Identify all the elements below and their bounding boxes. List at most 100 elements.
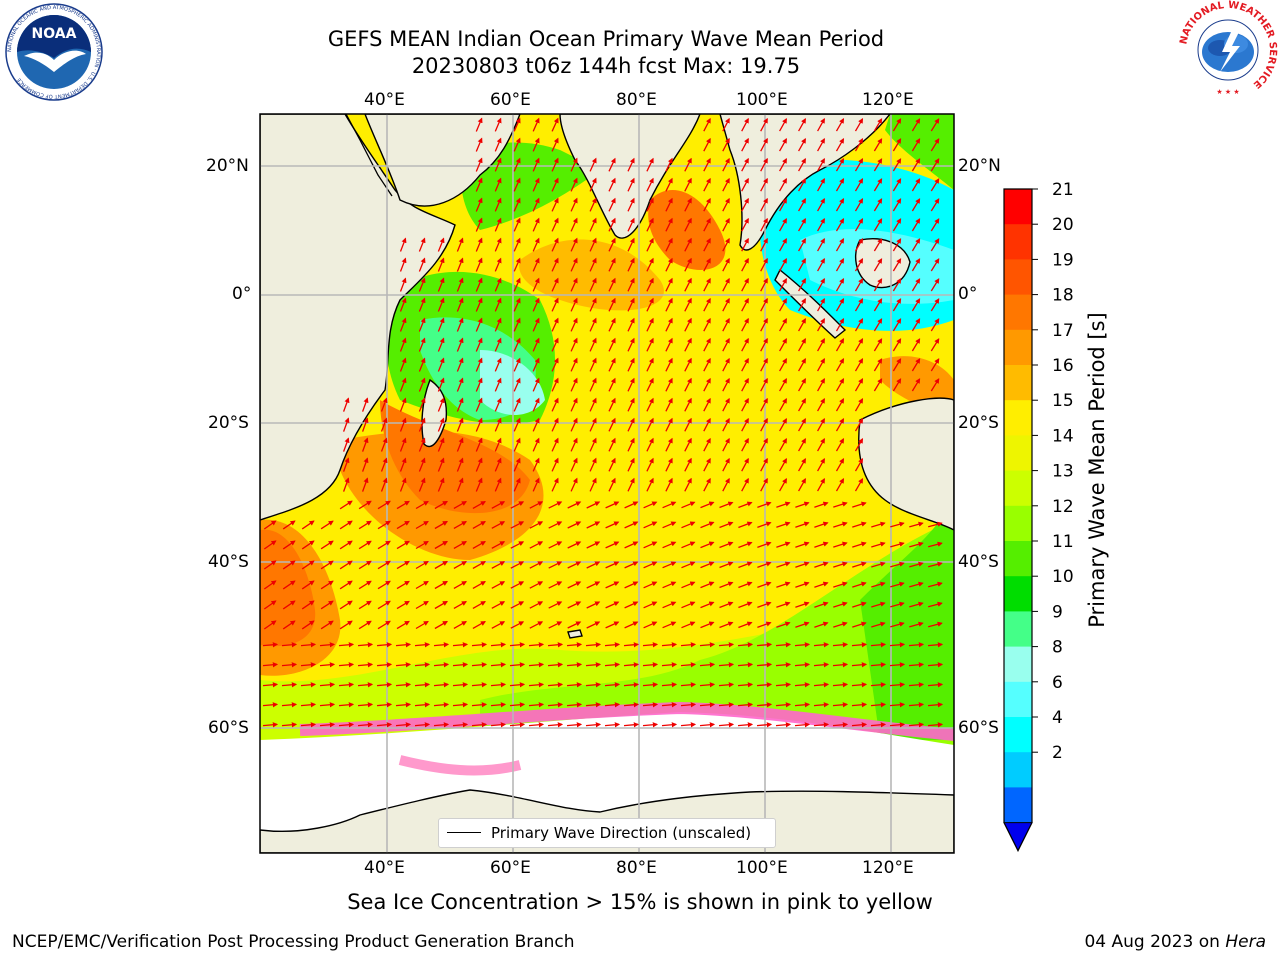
wave-arrow [646, 357, 654, 372]
wave-arrow [513, 237, 521, 252]
wave-arrow [661, 682, 678, 688]
wave-arrow [776, 601, 791, 608]
wave-arrow [342, 437, 350, 452]
wave-arrow [399, 457, 407, 472]
wave-arrow [456, 477, 464, 492]
wave-arrow [722, 197, 730, 212]
wave-arrow [301, 540, 315, 550]
wave-arrow [604, 682, 621, 688]
wave-arrow [719, 561, 734, 569]
wave-arrow [494, 317, 502, 332]
wave-arrow [608, 197, 616, 212]
wave-arrow [551, 137, 559, 152]
wave-arrow [646, 277, 654, 292]
wave-arrow [684, 177, 692, 192]
wave-arrow [433, 722, 450, 728]
wave-arrow [775, 642, 792, 648]
wave-arrow [395, 682, 412, 688]
wave-arrow [570, 157, 578, 172]
wave-arrow [760, 397, 768, 412]
wave-arrow [928, 621, 943, 628]
wave-arrow [377, 540, 391, 550]
wave-arrow [737, 722, 754, 728]
wave-arrow [361, 417, 369, 432]
wave-arrow [624, 541, 639, 549]
wave-arrow [833, 561, 848, 568]
wave-arrow [813, 702, 830, 708]
wave-arrow [570, 337, 578, 352]
wave-arrow [662, 601, 677, 609]
wave-arrow [513, 277, 521, 292]
wave-arrow [722, 457, 730, 472]
wave-arrow [835, 137, 845, 152]
wave-arrow [665, 197, 673, 212]
wave-arrow [532, 137, 540, 152]
wave-arrow [760, 237, 768, 252]
wave-arrow [475, 157, 483, 172]
wave-arrow [665, 237, 673, 252]
wave-arrow [551, 417, 559, 432]
wave-arrow [703, 217, 711, 232]
wave-arrow [813, 662, 830, 668]
wave-arrow [281, 702, 298, 708]
lon-label-bottom-80e: 80°E [616, 858, 657, 878]
wave-arrow [646, 377, 654, 392]
wave-arrow [395, 702, 412, 708]
wave-arrow [779, 257, 787, 272]
wave-arrow [472, 561, 487, 569]
wave-arrow [357, 642, 374, 648]
wave-arrow [510, 561, 525, 569]
wave-arrow [760, 277, 768, 292]
wave-arrow [813, 642, 830, 648]
wave-arrow [643, 561, 658, 569]
colorbar-tick-label: 11 [1052, 532, 1074, 552]
lon-label-bottom-40e: 40°E [364, 858, 405, 878]
wave-arrow [722, 417, 730, 432]
wave-arrow [646, 457, 654, 472]
wave-arrow [437, 257, 445, 272]
lon-label-top-120e: 120°E [862, 90, 914, 110]
wave-arrow [760, 137, 768, 152]
wave-arrow [509, 702, 526, 708]
wave-arrow [798, 457, 806, 472]
wave-arrow [680, 702, 697, 708]
wave-arrow [851, 642, 868, 648]
wave-arrow [605, 601, 620, 609]
wave-arrow [494, 397, 502, 412]
wave-arrow [681, 581, 696, 589]
wave-arrow [604, 662, 621, 668]
wave-arrow [662, 541, 677, 549]
wave-arrow [873, 118, 883, 132]
wave-arrow [699, 662, 716, 668]
wave-arrow [472, 601, 487, 609]
wave-arrow [776, 501, 791, 508]
wave-arrow [703, 277, 711, 292]
wave-arrow [513, 297, 521, 312]
wave-arrow [262, 642, 279, 648]
wave-arrow [282, 520, 296, 530]
wave-arrow [892, 338, 902, 352]
wave-arrow [300, 682, 317, 688]
wave-arrow [892, 318, 902, 332]
wave-arrow [738, 621, 753, 629]
wave-arrow [491, 601, 506, 609]
wave-arrow [510, 541, 525, 549]
wave-arrow [798, 477, 806, 492]
wave-arrow [870, 662, 887, 668]
wave-arrow [282, 620, 296, 630]
wave-arrow [741, 257, 749, 272]
wave-arrow [741, 237, 749, 252]
wave-arrow [930, 338, 940, 352]
wave-arrow [396, 560, 410, 570]
wave-arrow [681, 501, 696, 509]
wave-arrow [760, 437, 768, 452]
wave-arrow [814, 541, 829, 548]
wave-arrow [551, 357, 559, 372]
wave-arrow [627, 277, 635, 292]
wave-arrow [873, 378, 883, 392]
wave-arrow [418, 437, 426, 452]
wave-arrow [890, 621, 905, 628]
wave-arrow [684, 397, 692, 412]
wave-arrow [396, 600, 410, 610]
wave-arrow [263, 620, 277, 630]
